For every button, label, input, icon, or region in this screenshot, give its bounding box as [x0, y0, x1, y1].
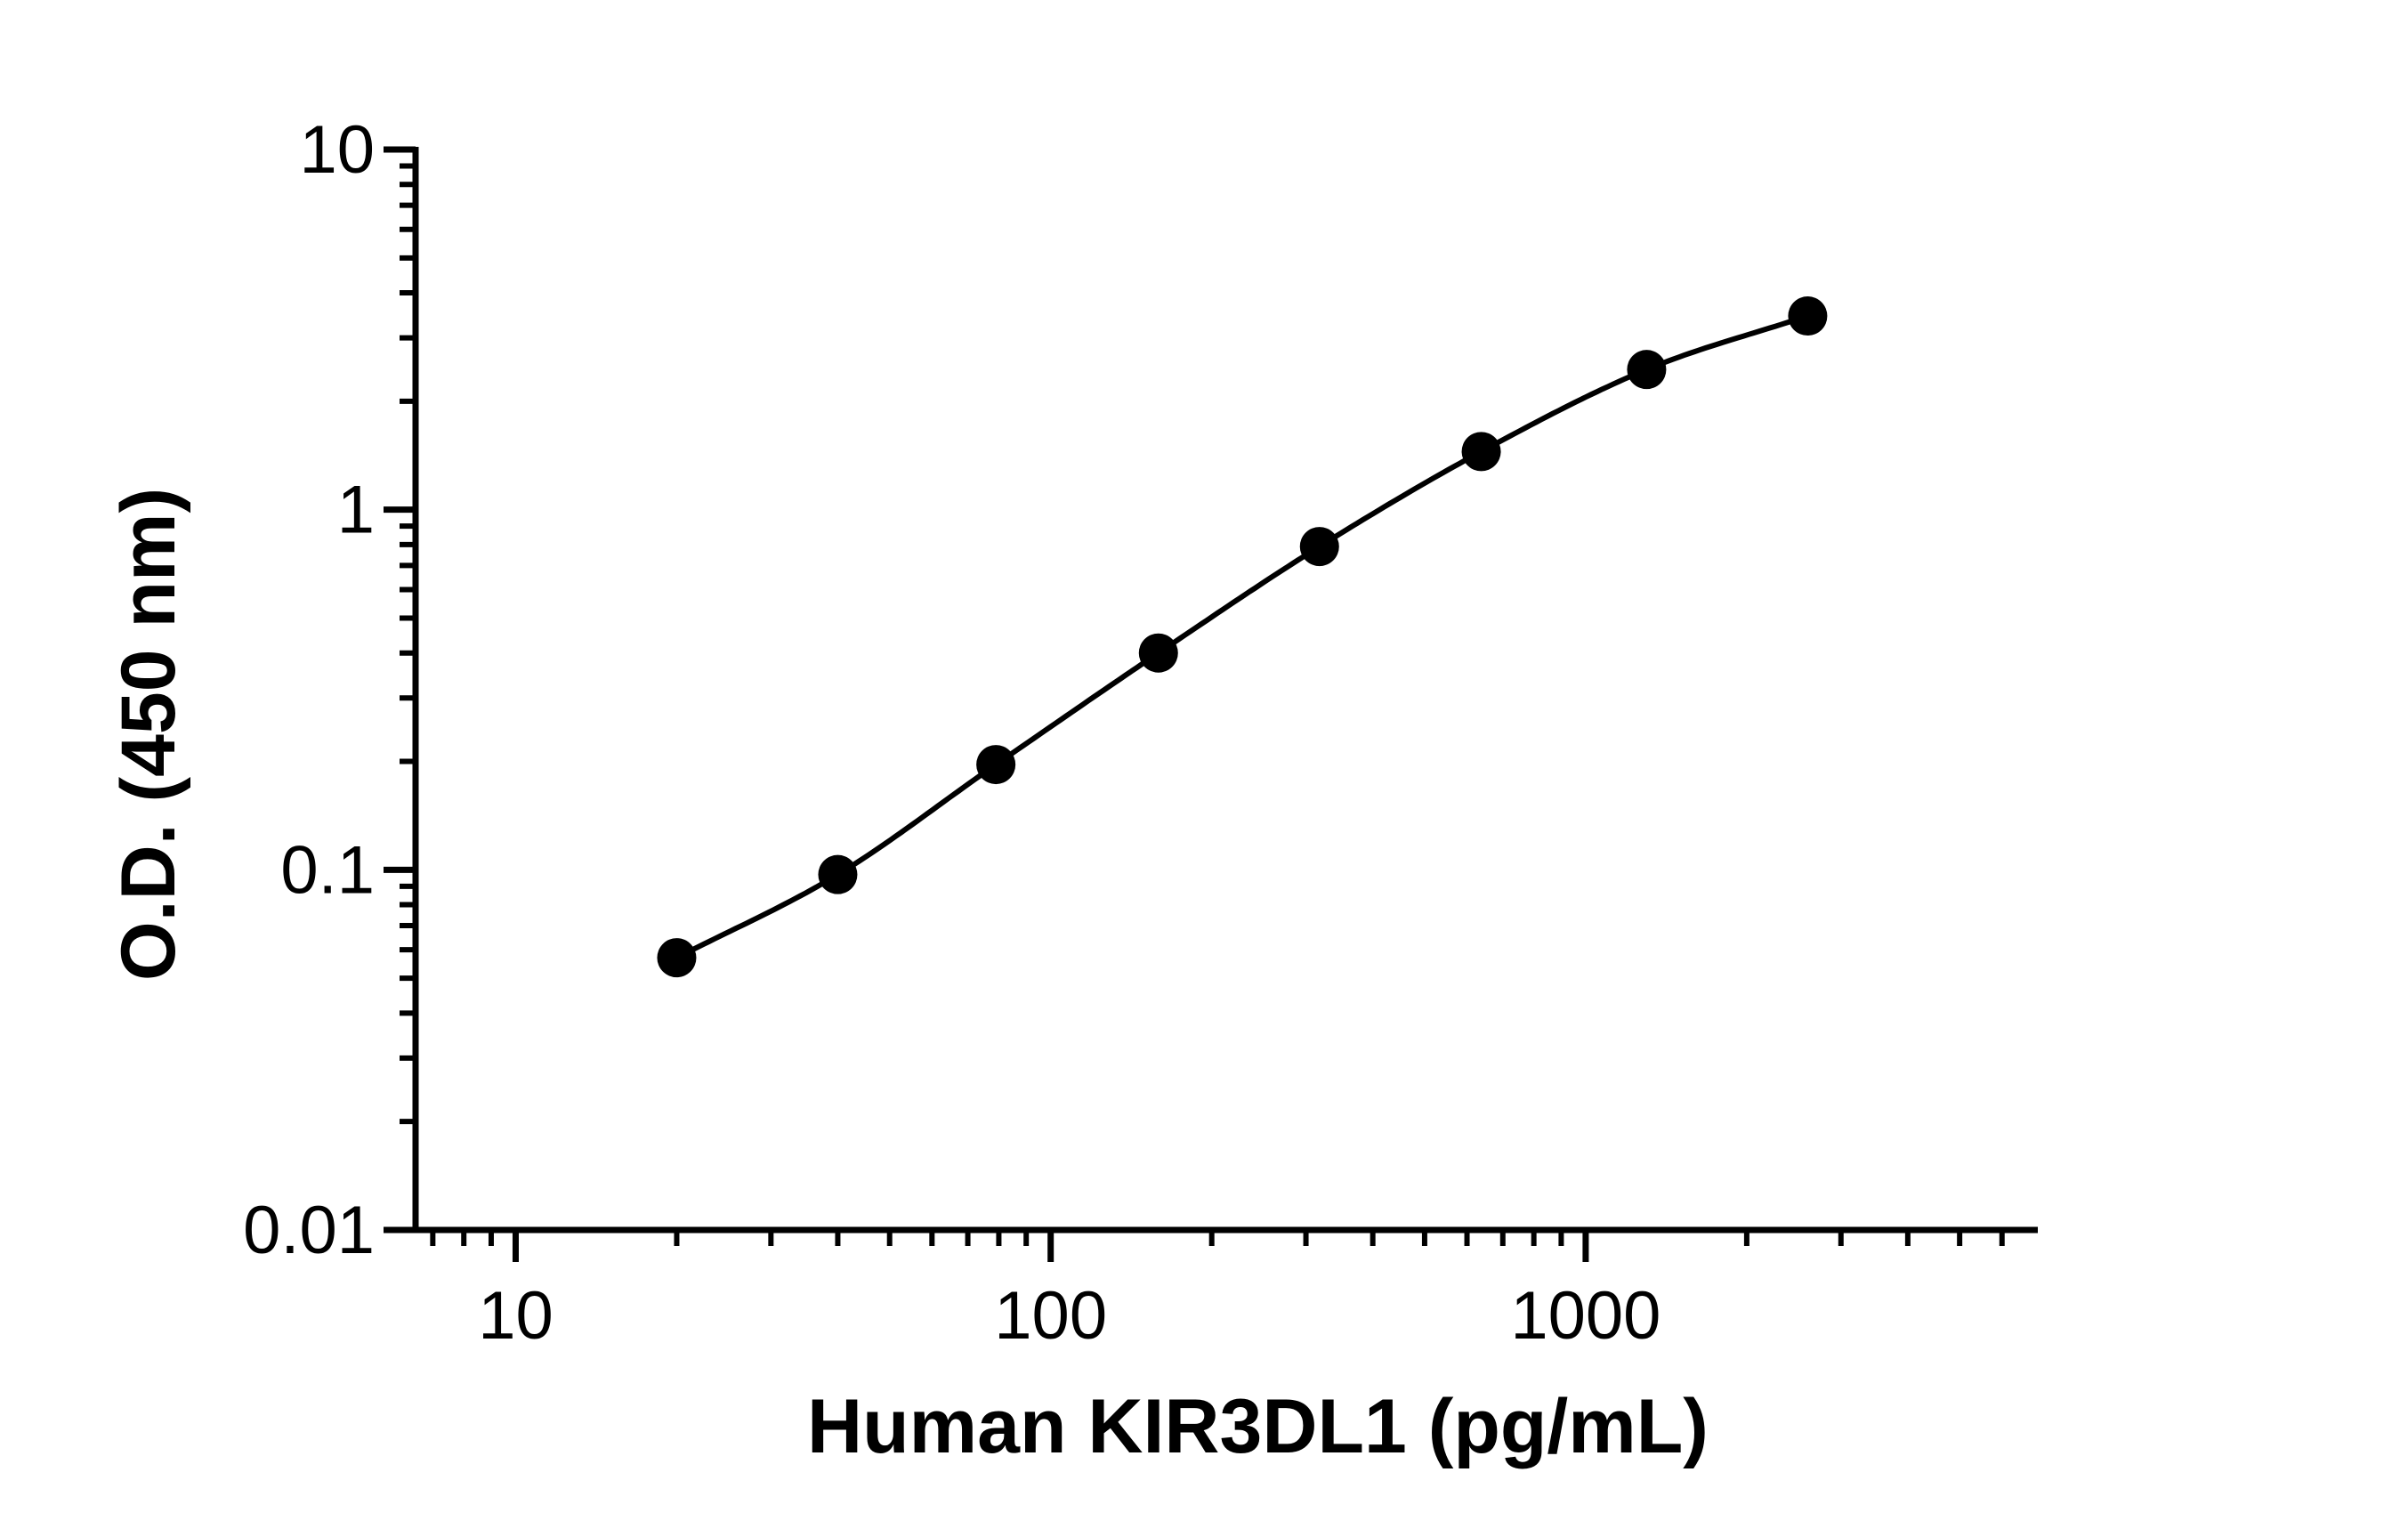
fit-curve: [675, 313, 1809, 960]
data-point: [818, 854, 858, 894]
y-tick-label: 1: [337, 473, 375, 548]
data-point: [657, 938, 697, 978]
data-point: [1461, 432, 1501, 472]
y-tick-label: 0.1: [280, 832, 375, 908]
fit-curve-layer: [675, 313, 1809, 960]
axes: 0.01 0.1 1 10 10 100 1000: [243, 112, 2038, 1354]
data-points: [657, 296, 1828, 978]
data-point: [1627, 350, 1667, 390]
y-tick-label: 10: [299, 112, 375, 188]
data-point: [1138, 633, 1178, 673]
x-tick-label: 100: [994, 1278, 1107, 1354]
x-tick-label: 1000: [1510, 1278, 1661, 1354]
data-point: [1299, 527, 1339, 567]
x-tick-label: 10: [478, 1278, 554, 1354]
data-point: [976, 745, 1016, 785]
x-axis-title: Human KIR3DL1 (pg/mL): [807, 1384, 1709, 1469]
y-tick-label: 0.01: [243, 1193, 375, 1268]
x-axis-ticks: 10 100 1000: [430, 1230, 2005, 1354]
y-axis-ticks: 0.01 0.1 1 10: [243, 112, 416, 1268]
y-axis-title: O.D. (450 nm): [106, 488, 191, 981]
data-point: [1788, 296, 1828, 336]
